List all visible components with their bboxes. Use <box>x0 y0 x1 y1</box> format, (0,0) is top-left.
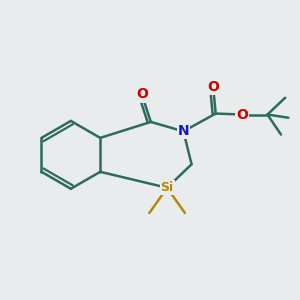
Text: O: O <box>207 80 219 94</box>
Text: O: O <box>136 88 148 101</box>
Text: N: N <box>178 124 189 138</box>
Text: Si: Si <box>160 181 174 194</box>
Text: O: O <box>236 107 248 122</box>
